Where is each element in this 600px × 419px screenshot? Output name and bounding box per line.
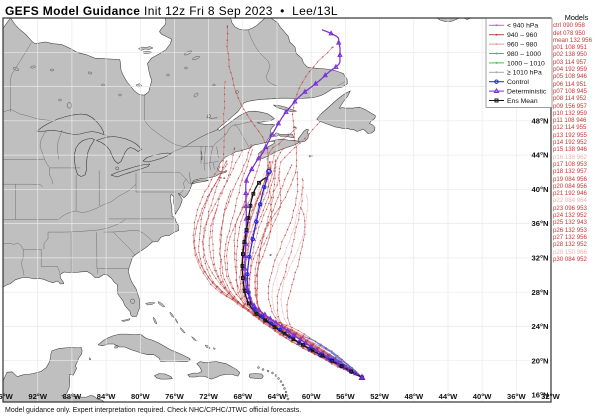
- svg-text:92°W: 92°W: [28, 392, 47, 401]
- svg-text:56°W: 56°W: [336, 392, 355, 401]
- svg-text:Deterministic: Deterministic: [507, 89, 547, 96]
- svg-text:36°N: 36°N: [532, 219, 549, 228]
- svg-text:Ens Mean: Ens Mean: [507, 98, 538, 105]
- svg-text:60°W: 60°W: [302, 392, 321, 401]
- svg-text:< 940 hPa: < 940 hPa: [507, 23, 538, 30]
- svg-text:32°N: 32°N: [532, 254, 549, 263]
- svg-text:80°W: 80°W: [131, 392, 150, 401]
- svg-text:68°W: 68°W: [233, 392, 252, 401]
- svg-text:84°W: 84°W: [97, 392, 116, 401]
- svg-text:980 – 1000: 980 – 1000: [507, 51, 541, 58]
- svg-text:96°W: 96°W: [0, 392, 14, 401]
- svg-text:36°W: 36°W: [507, 392, 526, 401]
- svg-text:16°N: 16°N: [532, 391, 549, 400]
- svg-text:40°N: 40°N: [532, 185, 549, 194]
- svg-text:40°W: 40°W: [473, 392, 492, 401]
- svg-text:76°W: 76°W: [165, 392, 184, 401]
- svg-text:20°N: 20°N: [532, 356, 549, 365]
- svg-text:24°N: 24°N: [532, 322, 549, 331]
- svg-text:88°W: 88°W: [63, 392, 82, 401]
- svg-text:48°N: 48°N: [532, 116, 549, 125]
- svg-text:≥ 1010 hPa: ≥ 1010 hPa: [507, 70, 542, 77]
- svg-text:960 – 980: 960 – 980: [507, 42, 537, 49]
- svg-text:940 – 960: 940 – 960: [507, 32, 537, 39]
- svg-text:44°W: 44°W: [439, 392, 458, 401]
- svg-text:44°N: 44°N: [532, 151, 549, 160]
- svg-text:1000 – 1010: 1000 – 1010: [507, 60, 545, 67]
- svg-text:32°W: 32°W: [541, 392, 560, 401]
- svg-text:72°W: 72°W: [199, 392, 218, 401]
- svg-text:Control: Control: [507, 79, 529, 86]
- svg-text:52°W: 52°W: [370, 392, 389, 401]
- svg-text:64°W: 64°W: [268, 392, 287, 401]
- svg-text:48°W: 48°W: [404, 392, 423, 401]
- svg-text:28°N: 28°N: [532, 288, 549, 297]
